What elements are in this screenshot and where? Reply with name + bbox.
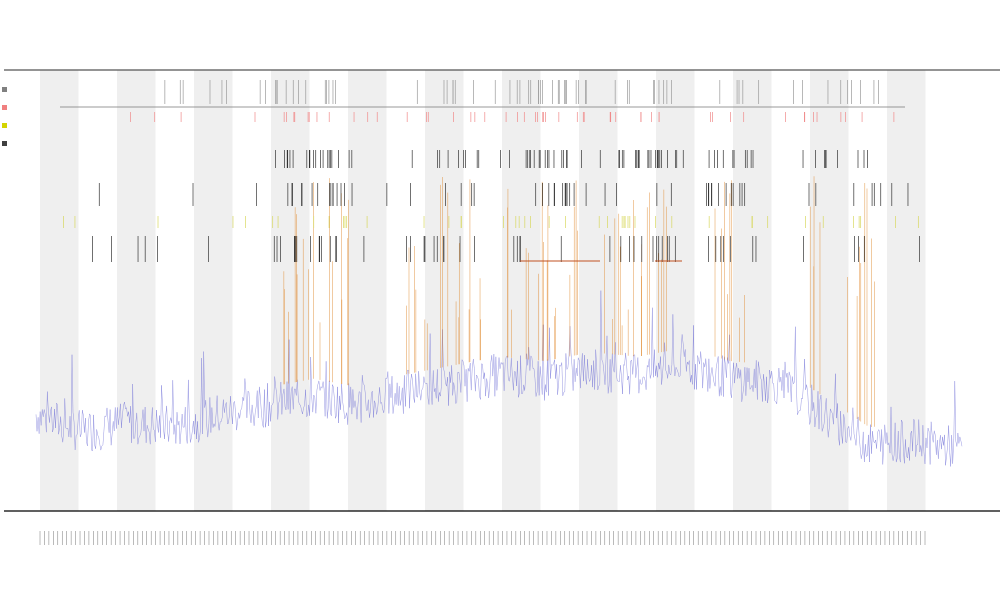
shaded-band [40, 70, 79, 511]
shaded-band [194, 70, 233, 511]
shaded-band [348, 70, 387, 511]
shaded-band [502, 70, 541, 511]
legend-item [2, 120, 16, 132]
shaded-band [117, 70, 156, 511]
shaded-band [271, 70, 310, 511]
shaded-band [810, 70, 849, 511]
shaded-band [887, 70, 926, 511]
legend-swatch [2, 105, 7, 110]
legend-item [2, 138, 16, 150]
legend-item [2, 102, 16, 114]
baseline-series-line [35, 290, 963, 467]
shaded-band [656, 70, 695, 511]
shaded-band [425, 70, 464, 511]
shaded-band [579, 70, 618, 511]
legend-swatch [2, 87, 7, 92]
legend-swatch [2, 141, 7, 146]
shaded-band [733, 70, 772, 511]
legend-swatch [2, 123, 7, 128]
chart-legend [2, 84, 16, 156]
legend-item [2, 84, 16, 96]
